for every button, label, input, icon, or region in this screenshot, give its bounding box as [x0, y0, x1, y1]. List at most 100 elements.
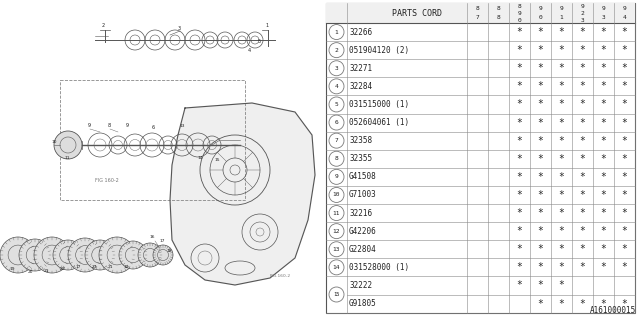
Text: 16: 16	[150, 235, 156, 239]
Text: 32216: 32216	[349, 209, 372, 218]
Text: 11: 11	[65, 156, 70, 160]
Circle shape	[34, 237, 70, 273]
Text: *: *	[580, 262, 586, 272]
Circle shape	[138, 243, 162, 267]
Circle shape	[0, 237, 36, 273]
Text: *: *	[621, 45, 627, 55]
Text: *: *	[580, 45, 586, 55]
Text: *: *	[621, 208, 627, 218]
Text: *: *	[559, 208, 564, 218]
Text: 0: 0	[518, 18, 522, 22]
Text: *: *	[559, 172, 564, 182]
Text: *: *	[600, 117, 607, 128]
Text: 15: 15	[215, 158, 221, 162]
Text: 6: 6	[335, 120, 339, 125]
Text: 9: 9	[518, 11, 522, 16]
Text: *: *	[538, 81, 543, 91]
Text: 32355: 32355	[349, 154, 372, 163]
Text: *: *	[600, 172, 607, 182]
Text: *: *	[559, 45, 564, 55]
Text: *: *	[559, 280, 564, 291]
Text: *: *	[538, 117, 543, 128]
Text: *: *	[538, 262, 543, 272]
Text: 32266: 32266	[349, 28, 372, 36]
Text: 031515000 (1): 031515000 (1)	[349, 100, 409, 109]
Text: 12: 12	[333, 229, 340, 234]
Text: *: *	[600, 226, 607, 236]
Text: *: *	[580, 81, 586, 91]
Text: *: *	[600, 63, 607, 73]
Text: FIG 160-2: FIG 160-2	[95, 178, 119, 183]
Polygon shape	[170, 103, 315, 285]
Text: 1: 1	[265, 23, 268, 28]
Text: *: *	[580, 190, 586, 200]
Text: 4: 4	[623, 15, 627, 20]
Text: *: *	[516, 280, 522, 291]
Text: 21: 21	[108, 265, 113, 269]
Text: 19: 19	[10, 267, 15, 271]
Text: *: *	[580, 244, 586, 254]
Text: A161000015: A161000015	[589, 306, 636, 315]
Text: *: *	[559, 63, 564, 73]
Text: *: *	[580, 63, 586, 73]
Text: *: *	[600, 45, 607, 55]
Bar	[326, 3, 635, 313]
Text: *: *	[538, 63, 543, 73]
Circle shape	[119, 241, 147, 269]
Text: *: *	[559, 117, 564, 128]
Text: 9: 9	[126, 123, 129, 128]
Text: *: *	[559, 226, 564, 236]
Text: 17: 17	[160, 239, 166, 243]
Text: *: *	[516, 154, 522, 164]
Text: *: *	[538, 27, 543, 37]
Text: 9: 9	[539, 6, 542, 11]
Text: 0: 0	[539, 15, 542, 20]
Text: *: *	[516, 27, 522, 37]
Text: 4: 4	[248, 48, 251, 53]
Text: 23: 23	[92, 265, 97, 269]
Bar	[326, 3, 635, 23]
Circle shape	[99, 237, 135, 273]
Text: *: *	[538, 244, 543, 254]
Text: 1: 1	[335, 29, 339, 35]
Text: 14: 14	[198, 156, 204, 160]
Text: *: *	[559, 27, 564, 37]
Text: *: *	[516, 244, 522, 254]
Text: *: *	[516, 100, 522, 109]
Text: *: *	[516, 208, 522, 218]
Text: *: *	[559, 190, 564, 200]
Text: *: *	[516, 81, 522, 91]
Text: *: *	[621, 100, 627, 109]
Text: *: *	[580, 299, 586, 308]
Text: G41508: G41508	[349, 172, 377, 181]
Bar	[60, 80, 245, 200]
Text: 8: 8	[476, 6, 479, 11]
Text: *: *	[621, 63, 627, 73]
Text: *: *	[538, 136, 543, 146]
Text: 3: 3	[335, 66, 339, 71]
Text: 32222: 32222	[349, 281, 372, 290]
Text: *: *	[516, 45, 522, 55]
Text: G91805: G91805	[349, 299, 377, 308]
Text: 5: 5	[335, 102, 339, 107]
Text: *: *	[538, 154, 543, 164]
Circle shape	[19, 239, 51, 271]
Text: 9: 9	[602, 6, 605, 11]
Text: 15: 15	[333, 292, 340, 297]
Text: 13: 13	[180, 124, 186, 128]
Text: 2: 2	[335, 48, 339, 53]
Text: *: *	[516, 262, 522, 272]
Text: *: *	[600, 27, 607, 37]
Text: 8: 8	[108, 123, 111, 128]
Text: 2: 2	[580, 11, 584, 16]
Text: *: *	[538, 172, 543, 182]
Circle shape	[153, 245, 173, 265]
Text: *: *	[600, 262, 607, 272]
Text: 32284: 32284	[349, 82, 372, 91]
Text: *: *	[600, 299, 607, 308]
Text: *: *	[516, 172, 522, 182]
Text: FIG.160-2: FIG.160-2	[270, 274, 291, 278]
Text: *: *	[538, 208, 543, 218]
Text: *: *	[538, 299, 543, 308]
Text: G42206: G42206	[349, 227, 377, 236]
